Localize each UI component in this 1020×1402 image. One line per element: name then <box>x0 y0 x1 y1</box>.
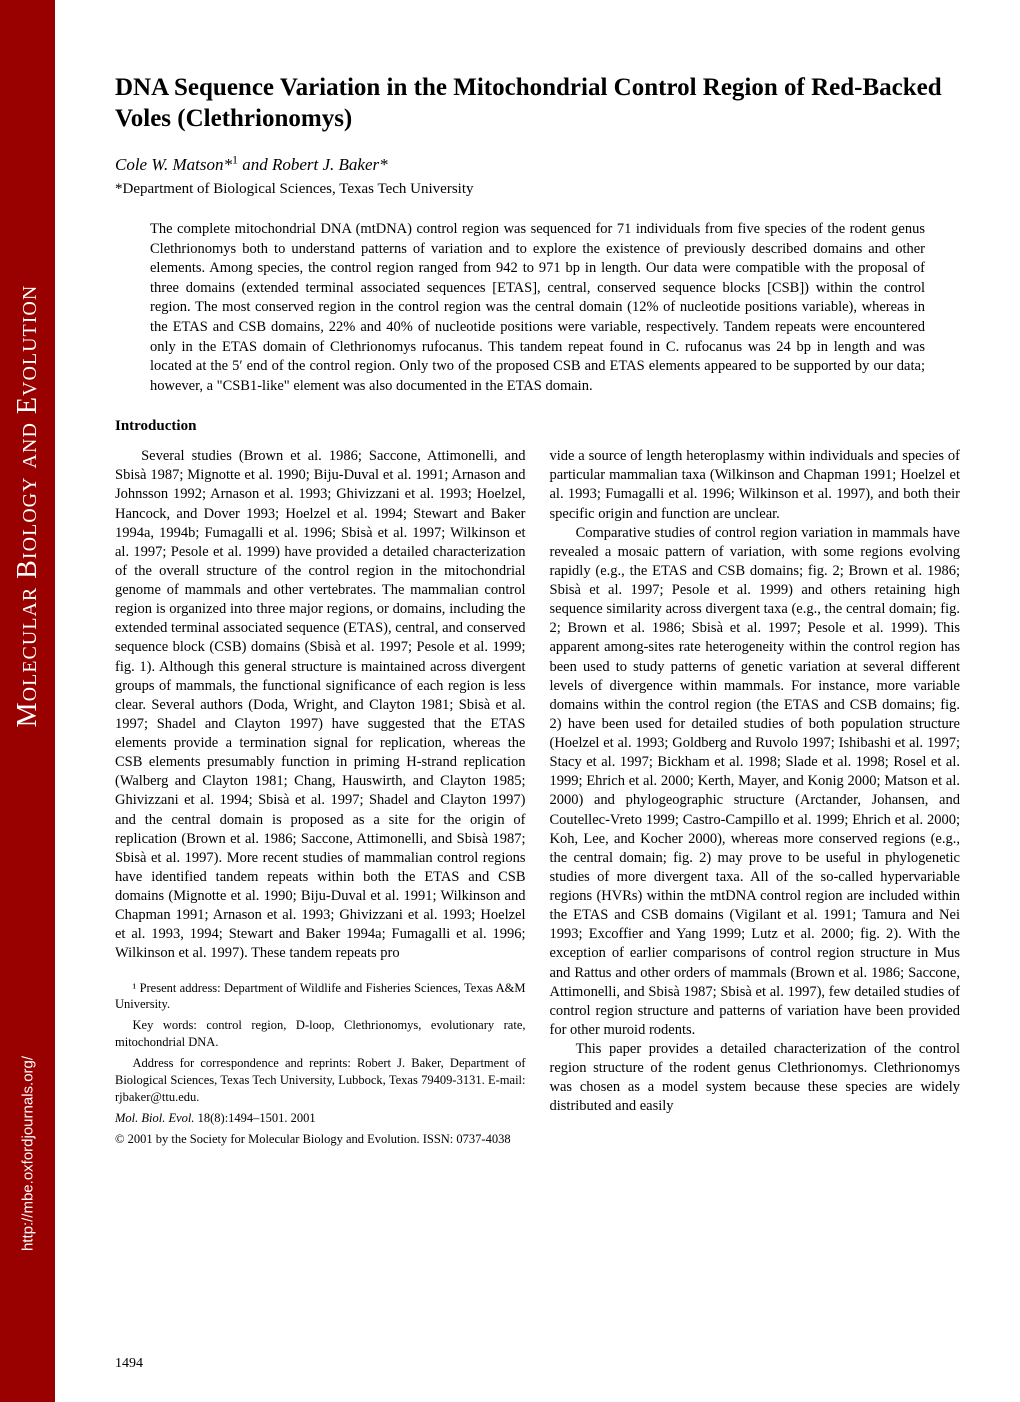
citation-journal: Mol. Biol. Evol. <box>115 1111 195 1125</box>
page-content: DNA Sequence Variation in the Mitochondr… <box>55 0 1020 1402</box>
footnote-correspondence: Address for correspondence and reprints:… <box>115 1055 526 1106</box>
citation-details: 18(8):1494–1501. 2001 <box>195 1111 316 1125</box>
body-paragraph-2: vide a source of length heteroplasmy wit… <box>550 447 961 524</box>
article-title: DNA Sequence Variation in the Mitochondr… <box>115 72 960 135</box>
body-paragraph-4: This paper provides a detailed character… <box>550 1040 961 1117</box>
introduction-heading: Introduction <box>115 418 960 435</box>
body-paragraph-3: Comparative studies of control region va… <box>550 524 961 1040</box>
journal-sidebar: Molecular Biology and Evolution http://m… <box>0 0 55 1402</box>
footnote-citation: Mol. Biol. Evol. 18(8):1494–1501. 2001 <box>115 1110 526 1127</box>
abstract-text: The complete mitochondrial DNA (mtDNA) c… <box>115 220 960 396</box>
affiliation-line: *Department of Biological Sciences, Texa… <box>115 181 960 198</box>
body-columns: Several studies (Brown et al. 1986; Sacc… <box>115 447 960 1147</box>
body-paragraph-1: Several studies (Brown et al. 1986; Sacc… <box>115 447 526 963</box>
footnote-copyright: © 2001 by the Society for Molecular Biol… <box>115 1131 526 1148</box>
footnote-present-address: ¹ Present address: Department of Wildlif… <box>115 980 526 1014</box>
authors-line: Cole W. Matson*1 and Robert J. Baker* <box>115 153 960 176</box>
journal-name-vertical: Molecular Biology and Evolution <box>12 285 44 728</box>
journal-url-vertical: http://mbe.oxfordjournals.org/ <box>19 1056 36 1251</box>
page-number: 1494 <box>115 1356 143 1372</box>
footnote-keywords: Key words: control region, D-loop, Cleth… <box>115 1017 526 1051</box>
author-text: Cole W. Matson*1 and Robert J. Baker* <box>115 155 388 174</box>
footnotes-block: ¹ Present address: Department of Wildlif… <box>115 980 526 1148</box>
